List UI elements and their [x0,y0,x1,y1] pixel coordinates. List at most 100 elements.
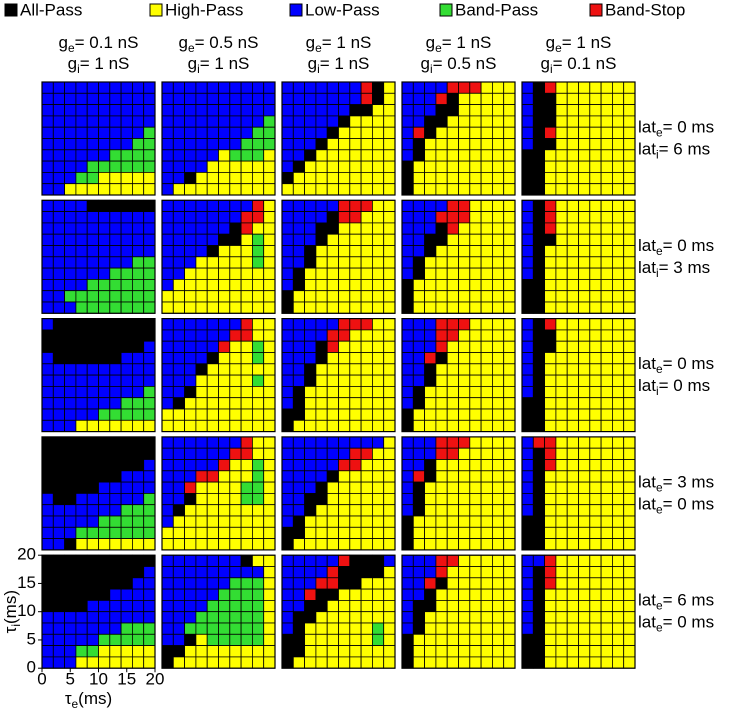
cell [491,588,505,601]
cell [446,81,459,94]
cell [109,183,122,196]
cell [240,160,253,173]
cell [218,149,231,162]
cell [41,267,54,280]
cell [480,611,493,624]
cell [589,267,602,280]
cell [263,436,276,449]
cell [161,577,174,590]
cell [435,126,448,139]
cell [184,554,197,567]
cell [521,566,534,579]
cell [435,138,448,151]
cell [401,566,414,579]
cell [371,183,385,196]
cell [412,363,425,376]
cell [349,566,362,579]
cell [555,104,568,117]
cell [326,470,339,483]
cell [184,92,197,106]
cell [143,149,156,162]
cell [326,436,339,449]
cell [263,554,276,567]
cell [589,318,602,331]
cell [281,199,294,213]
cell [412,397,425,410]
cell [544,645,557,658]
cell [75,470,88,483]
cell [64,352,77,365]
cell [131,278,145,292]
cell [349,115,362,128]
cell [458,171,471,185]
cell [544,504,557,517]
cell [469,329,482,342]
cell [75,290,88,303]
cell [578,199,591,213]
cell [503,481,516,494]
cell [263,211,276,224]
cell [424,397,437,410]
cell [143,656,156,669]
label-sub: e [656,362,663,376]
cell [458,600,471,613]
cell [503,352,516,365]
cell [383,656,396,669]
cell [349,622,362,635]
cell [75,267,88,280]
cell [424,600,437,613]
cell [41,256,54,269]
cell [521,267,534,280]
cell [412,301,425,314]
cell [544,363,557,376]
cell [41,436,54,449]
cell [446,633,459,646]
cell [184,588,197,601]
cell [532,459,545,472]
cell [315,656,328,669]
cell [566,329,579,342]
cell [120,397,133,410]
cell [480,126,493,139]
cell [469,149,482,162]
cell [172,447,186,460]
cell [131,256,145,269]
cell [315,138,328,151]
cell [491,318,505,331]
cell [281,92,294,106]
cell [578,267,591,280]
cell [52,301,65,314]
cell [131,233,145,246]
cell [412,278,425,292]
cell [424,245,437,258]
cell [532,363,545,376]
cell [623,183,636,196]
cell [469,633,482,646]
cell [161,222,174,235]
cell [383,470,396,483]
cell [412,447,425,460]
cell [589,245,602,258]
cell [521,436,534,449]
cell [338,633,351,646]
cell [349,611,362,624]
cell [412,577,425,590]
cell [326,419,339,432]
cell [555,622,568,635]
cell [229,419,242,432]
cell [338,104,351,117]
cell [281,81,294,94]
cell [120,81,133,94]
cell [64,588,77,601]
cell [161,526,174,539]
cell [578,566,591,579]
cell [623,526,636,539]
cell [480,92,493,106]
cell [218,622,231,635]
cell [623,622,636,635]
cell [64,656,77,669]
cell [383,577,396,590]
cell [281,633,294,646]
cell [98,81,111,94]
cell [578,171,591,185]
